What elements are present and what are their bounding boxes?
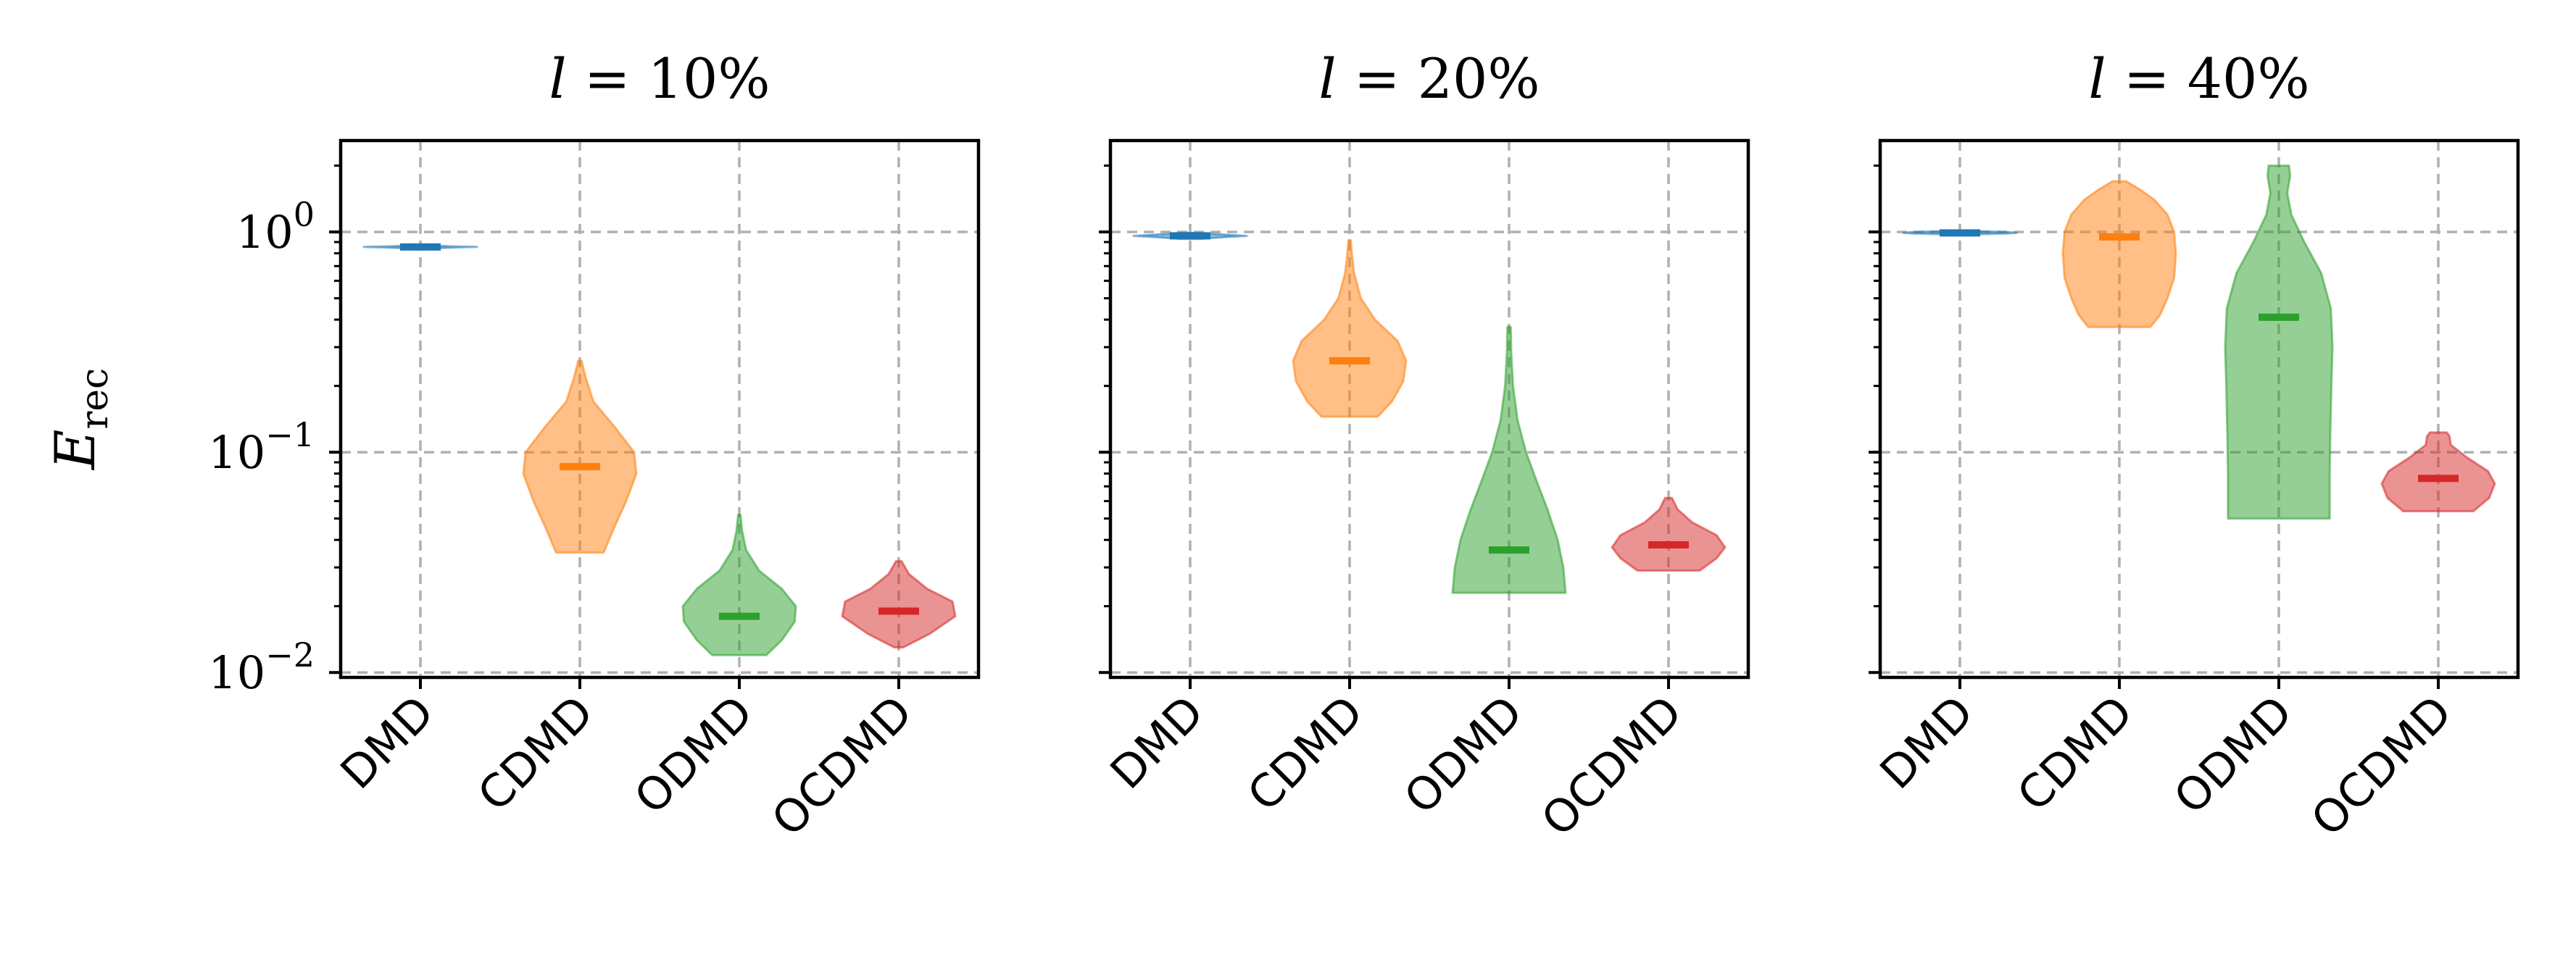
y-tick-label: 100 <box>236 195 315 259</box>
panel-title-variable: l <box>2088 46 2106 111</box>
panel-title-value: = 20% <box>1337 46 1540 111</box>
axes-frame <box>1878 138 2520 680</box>
x-tick-label-odmd: ODMD <box>2164 685 2302 824</box>
x-tick-label-ocdmd: OCDMD <box>2301 685 2462 846</box>
x-tick-label-cdmd: CDMD <box>468 685 604 822</box>
y-tick-exponent: 0 <box>294 195 315 234</box>
y-tick-label: 10−1 <box>208 415 315 479</box>
violin-ocdmd <box>841 560 957 649</box>
x-tick-label-odmd: ODMD <box>1394 685 1532 824</box>
y-tick-exponent: −2 <box>265 635 315 675</box>
violin-cdmd <box>1292 238 1408 418</box>
violin-odmd <box>681 514 797 656</box>
violin-odmd <box>2224 164 2334 520</box>
y-tick-base: 10 <box>236 206 294 259</box>
x-tick-label-cdmd: CDMD <box>1237 685 1374 822</box>
x-tick-label-dmd: DMD <box>1100 685 1214 799</box>
y-tick-exponent: −1 <box>265 415 315 454</box>
panel-title: l = 10% <box>549 46 770 111</box>
violin-ocdmd <box>2380 431 2496 513</box>
violin-cdmd <box>522 359 638 554</box>
y-tick-base: 10 <box>208 426 265 479</box>
x-tick-label-cdmd: CDMD <box>2007 685 2143 822</box>
violin-cdmd <box>2061 180 2177 328</box>
panel-title: l = 40% <box>2088 46 2309 111</box>
panel-title-value: = 10% <box>567 46 770 111</box>
axes-frame <box>338 138 981 680</box>
y-axis-label-subscript: rec <box>73 368 117 430</box>
panel-title-variable: l <box>549 46 566 111</box>
violin-odmd <box>1451 325 1567 594</box>
x-tick-label-odmd: ODMD <box>624 685 763 824</box>
panel-title-variable: l <box>1318 46 1336 111</box>
y-tick-label: 10−2 <box>208 635 315 699</box>
y-tick-base: 10 <box>208 646 265 699</box>
axes-frame <box>1108 138 1750 680</box>
x-tick-label-dmd: DMD <box>331 685 444 799</box>
x-tick-label-ocdmd: OCDMD <box>1532 685 1692 846</box>
x-tick-label-ocdmd: OCDMD <box>762 685 923 846</box>
y-axis-label: Erec <box>43 368 117 471</box>
panel-title: l = 20% <box>1318 46 1540 111</box>
y-axis-label-base: E <box>43 430 107 471</box>
panel-title-value: = 40% <box>2106 46 2310 111</box>
x-tick-label-dmd: DMD <box>1870 685 1984 799</box>
violin-ocdmd <box>1611 496 1727 572</box>
